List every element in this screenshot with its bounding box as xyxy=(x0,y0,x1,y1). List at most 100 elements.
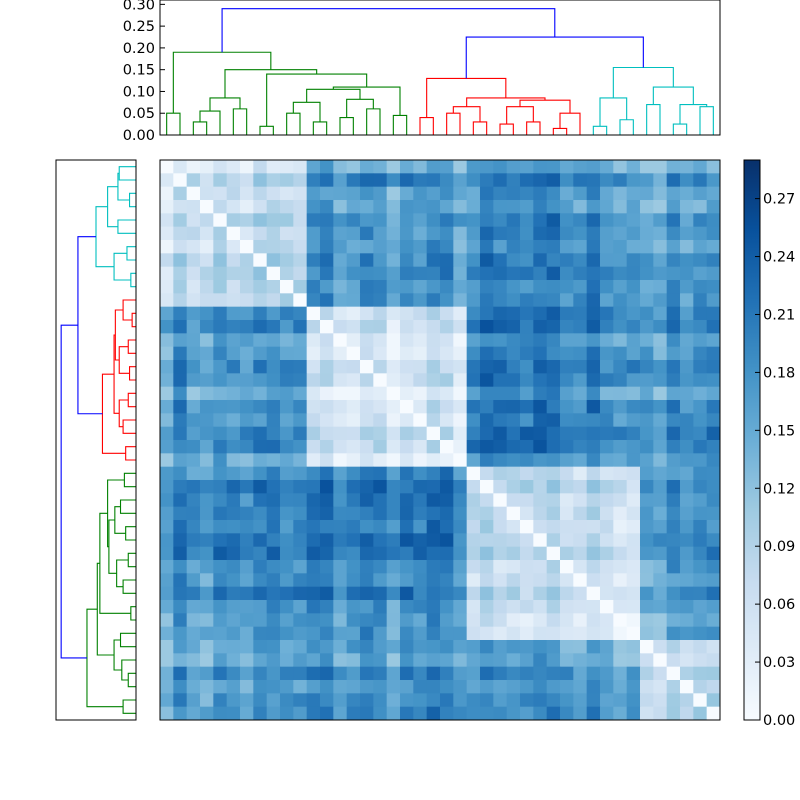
heatmap-cell xyxy=(440,360,454,374)
heatmap-cell xyxy=(346,626,361,641)
dendrogram-link xyxy=(646,103,661,135)
heatmap-cell xyxy=(613,400,628,414)
heatmap-cell xyxy=(360,373,374,388)
heatmap-cell xyxy=(386,160,401,174)
heatmap-cell xyxy=(253,640,268,654)
heatmap-cell xyxy=(640,213,654,228)
heatmap-cell xyxy=(386,426,401,441)
heatmap-cell xyxy=(400,240,414,254)
heatmap-cell xyxy=(226,186,241,201)
heatmap-cell xyxy=(360,386,374,401)
heatmap-cell xyxy=(613,600,628,614)
heatmap-cell xyxy=(320,600,334,614)
heatmap-cell xyxy=(533,493,548,508)
heatmap-cell xyxy=(413,506,428,521)
heatmap-cell xyxy=(306,160,321,174)
heatmap-cell xyxy=(333,426,348,441)
heatmap-cell xyxy=(293,306,308,321)
heatmap-cell xyxy=(533,266,548,281)
heatmap-cell xyxy=(573,213,588,228)
heatmap-cell xyxy=(240,320,254,334)
heatmap-cell xyxy=(280,613,294,628)
heatmap-cell xyxy=(240,253,254,268)
heatmap-cell xyxy=(186,373,201,388)
heatmap-cell xyxy=(480,680,494,694)
heatmap-cell xyxy=(666,293,681,308)
heatmap-cell xyxy=(560,240,574,254)
heatmap-cell xyxy=(453,480,468,494)
heatmap-cell xyxy=(653,413,668,428)
heatmap-cell xyxy=(560,546,574,561)
heatmap-cell xyxy=(533,546,548,561)
heatmap-cell xyxy=(200,333,214,348)
heatmap-cell xyxy=(280,573,294,588)
heatmap-cell xyxy=(400,440,414,454)
heatmap-cell xyxy=(600,493,614,508)
heatmap-cell xyxy=(320,226,334,241)
heatmap-cell xyxy=(413,546,428,561)
heatmap-cell xyxy=(506,680,521,694)
heatmap-cell xyxy=(586,466,601,481)
heatmap-cell xyxy=(653,173,668,188)
heatmap-cell xyxy=(546,346,561,361)
heatmap-cell xyxy=(173,266,188,281)
heatmap-cell xyxy=(426,546,441,561)
heatmap-cell xyxy=(213,640,228,654)
heatmap-cell xyxy=(280,546,294,561)
heatmap-cell xyxy=(400,560,414,574)
heatmap-cell xyxy=(360,160,374,174)
heatmap-cell xyxy=(613,586,628,601)
heatmap-cell xyxy=(573,560,588,574)
heatmap-cell xyxy=(173,413,188,428)
heatmap-cell xyxy=(453,333,468,348)
heatmap-cell xyxy=(466,600,481,614)
heatmap-cell xyxy=(586,160,601,174)
heatmap-cell xyxy=(413,666,428,681)
heatmap-cell xyxy=(240,506,254,521)
heatmap-cell xyxy=(213,360,228,374)
heatmap-cell xyxy=(653,666,668,681)
heatmap-cell xyxy=(293,293,308,308)
heatmap-cell xyxy=(253,413,268,428)
heatmap-cell xyxy=(373,640,388,654)
heatmap-cell xyxy=(306,346,321,361)
heatmap-cell xyxy=(666,506,681,521)
heatmap-cell xyxy=(293,160,308,174)
heatmap-cell xyxy=(200,266,214,281)
heatmap-cell xyxy=(560,333,574,348)
heatmap-cell xyxy=(160,213,174,228)
heatmap-cell xyxy=(200,346,214,361)
heatmap-cell xyxy=(466,160,481,174)
heatmap-cell xyxy=(680,373,694,388)
heatmap-cell xyxy=(160,613,174,628)
dendrogram-link xyxy=(266,73,368,127)
heatmap-cell xyxy=(466,626,481,641)
heatmap-cell xyxy=(640,506,654,521)
heatmap-cell xyxy=(213,293,228,308)
heatmap-cell xyxy=(400,266,414,281)
heatmap-cell xyxy=(506,480,521,494)
heatmap-cell xyxy=(666,240,681,254)
dendrogram-link xyxy=(259,125,274,135)
heatmap-cell xyxy=(586,706,601,721)
heatmap-cell xyxy=(560,493,574,508)
heatmap-cell xyxy=(186,173,201,188)
heatmap-cell xyxy=(693,413,708,428)
heatmap-cell xyxy=(386,320,401,334)
heatmap-cell xyxy=(480,626,494,641)
dendrogram-link xyxy=(232,108,248,135)
heatmap-cell xyxy=(546,626,561,641)
heatmap-cell xyxy=(600,613,614,628)
heatmap-cell xyxy=(280,306,294,321)
heatmap-cell xyxy=(533,386,548,401)
heatmap-cell xyxy=(533,306,548,321)
dendrogram-link xyxy=(122,699,136,714)
colorbar-tick-label: 0.06 xyxy=(763,597,795,613)
heatmap-cell xyxy=(613,493,628,508)
heatmap-cell xyxy=(453,200,468,214)
heatmap-cell xyxy=(653,346,668,361)
heatmap-cell xyxy=(280,320,294,334)
heatmap-cell xyxy=(386,546,401,561)
heatmap-cell xyxy=(173,586,188,601)
heatmap-cell xyxy=(640,440,654,454)
